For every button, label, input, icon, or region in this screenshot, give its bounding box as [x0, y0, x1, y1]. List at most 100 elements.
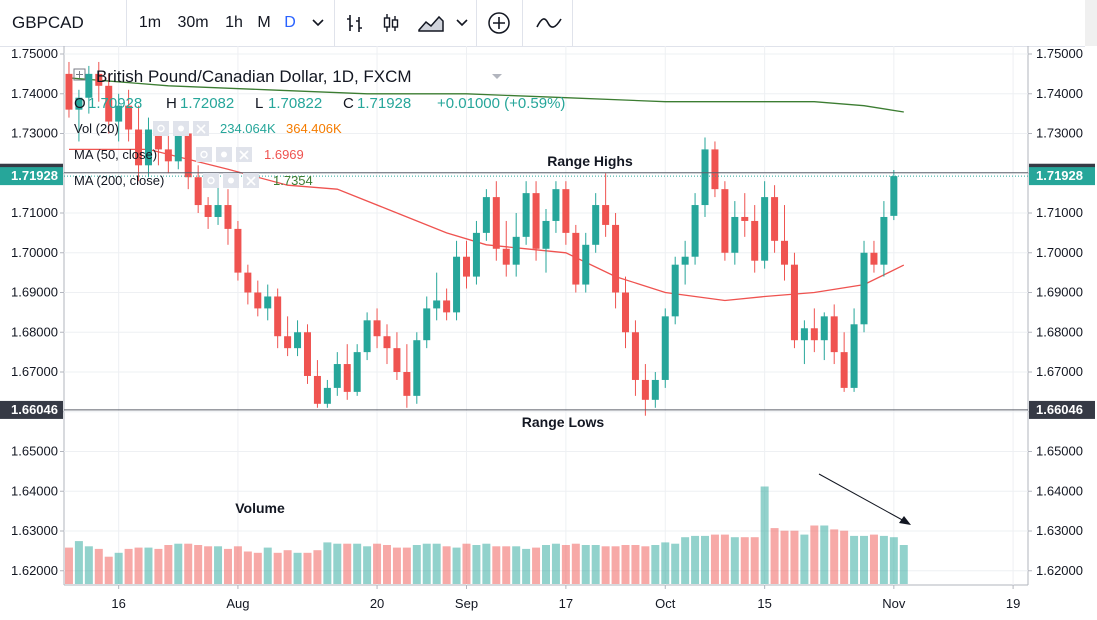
candle-body	[284, 336, 292, 349]
interval-month-button[interactable]: M	[257, 14, 271, 31]
candle-body	[65, 73, 73, 110]
candle-body	[333, 364, 341, 388]
volume-bar	[691, 535, 700, 584]
eye-icon[interactable]	[196, 147, 212, 162]
ohlc-open-value: 1.70928	[88, 95, 142, 112]
toolbar-divider	[476, 0, 477, 46]
candle-style-button[interactable]	[376, 0, 406, 46]
interval-1m-button[interactable]: 1m	[138, 14, 162, 31]
collapse-legend-icon[interactable]	[73, 68, 86, 81]
volume-bar	[869, 534, 878, 584]
y-tick-label-right: 1.65000	[1036, 444, 1083, 459]
interval-1h-button[interactable]: 1h	[225, 14, 243, 31]
volume-bar	[522, 548, 531, 584]
candle-body	[393, 348, 401, 372]
volume-bar	[382, 545, 391, 584]
volume-bar	[532, 547, 541, 584]
volume-bar	[273, 552, 282, 584]
volume-bar	[671, 543, 680, 584]
interval-day-button[interactable]: D	[284, 14, 296, 31]
candle-body	[135, 129, 143, 166]
chart-legend: British Pound/Canadian Dollar, 1D, FXCM …	[73, 67, 565, 188]
candle-body	[433, 300, 441, 309]
candle-body	[810, 328, 818, 341]
bar-style-button[interactable]	[340, 0, 370, 46]
candle-body	[671, 264, 679, 317]
eye-icon[interactable]	[203, 173, 219, 188]
candle-body	[562, 189, 570, 233]
candle-body	[125, 105, 133, 130]
indicators-button[interactable]	[530, 0, 568, 46]
y-tick-label-left: 1.74000	[11, 86, 58, 101]
price-chart[interactable]: 1.75000 1.75000 1.74000 1.74000 1.73000 1.730…	[0, 46, 1097, 620]
volume-bar	[114, 552, 123, 584]
volume-bar	[94, 548, 103, 584]
volume-bar	[253, 552, 262, 584]
candle-body	[363, 320, 371, 353]
volume-bar	[482, 543, 491, 584]
interval-dropdown-button[interactable]	[306, 0, 330, 46]
candle-body	[661, 316, 669, 380]
candle-body	[552, 189, 560, 221]
area-style-button[interactable]	[414, 0, 448, 46]
volume-bar	[810, 525, 819, 584]
y-tick-label-left: 1.70000	[11, 245, 58, 260]
candle-body	[443, 300, 451, 313]
interval-30m-button[interactable]: 30m	[177, 14, 209, 31]
volume-bar	[313, 550, 322, 584]
candle-body	[174, 133, 182, 162]
candle-body	[303, 332, 311, 376]
y-tick-label-right: 1.70000	[1036, 245, 1083, 260]
eye-icon[interactable]	[153, 121, 169, 136]
chevron-down-icon[interactable]	[492, 74, 502, 79]
y-tick-label-right: 1.62000	[1036, 563, 1083, 578]
symbol-search-button[interactable]: GBPCAD	[12, 13, 84, 32]
volume-bar	[353, 543, 362, 584]
candle-body	[144, 129, 152, 166]
volume-label: Volume	[235, 500, 285, 516]
candle-body	[373, 320, 381, 337]
candle-body	[582, 244, 590, 285]
chart-toolbar: GBPCAD 1m 30m 1h M D	[0, 0, 1085, 47]
candle-body	[800, 328, 808, 341]
candle-body	[592, 205, 600, 245]
candle-body	[115, 105, 123, 122]
ohlc-open-label: O	[74, 95, 86, 112]
y-tick-label-right: 1.69000	[1036, 285, 1083, 300]
compare-add-button[interactable]	[482, 0, 516, 46]
ma200-indicator-controls	[203, 173, 259, 188]
volume-bar	[790, 530, 799, 584]
volume-bar	[412, 545, 421, 584]
candle-body	[244, 272, 252, 293]
candle-body	[85, 73, 93, 98]
volume-bar	[104, 556, 113, 584]
candle-body	[164, 149, 172, 162]
candle-body	[482, 197, 490, 233]
chevron-down-icon	[312, 19, 324, 26]
range-lows-label: Range Lows	[522, 414, 605, 430]
y-tick-label-right: 1.68000	[1036, 324, 1083, 339]
y-tick-label-left: 1.68000	[11, 324, 58, 339]
volume-bar	[452, 547, 461, 584]
last-price-axis-label-bg	[1029, 167, 1095, 186]
y-tick-label-left: 1.62000	[11, 563, 58, 578]
candle-body	[492, 197, 500, 249]
volume-bar	[472, 545, 481, 584]
x-tick-label: 16	[111, 596, 125, 611]
y-tick-label-left: 1.65000	[11, 444, 58, 459]
candle-body	[840, 352, 848, 388]
volume-trend-arrow	[818, 473, 911, 525]
volume-bars	[64, 486, 908, 584]
volume-bar	[830, 529, 839, 584]
candle-body	[413, 340, 421, 396]
window-scrollbar[interactable]	[1085, 0, 1097, 46]
range-low-axis-label-right: 1.66046	[1036, 402, 1083, 417]
volume-bar	[204, 546, 213, 584]
candle-body	[194, 177, 202, 206]
volume-bar	[760, 486, 769, 584]
candle-body	[602, 205, 610, 225]
chart-style-dropdown-button[interactable]	[452, 0, 472, 46]
volume-bar	[402, 547, 411, 584]
volume-bar	[363, 546, 372, 584]
candle-body	[651, 379, 659, 400]
